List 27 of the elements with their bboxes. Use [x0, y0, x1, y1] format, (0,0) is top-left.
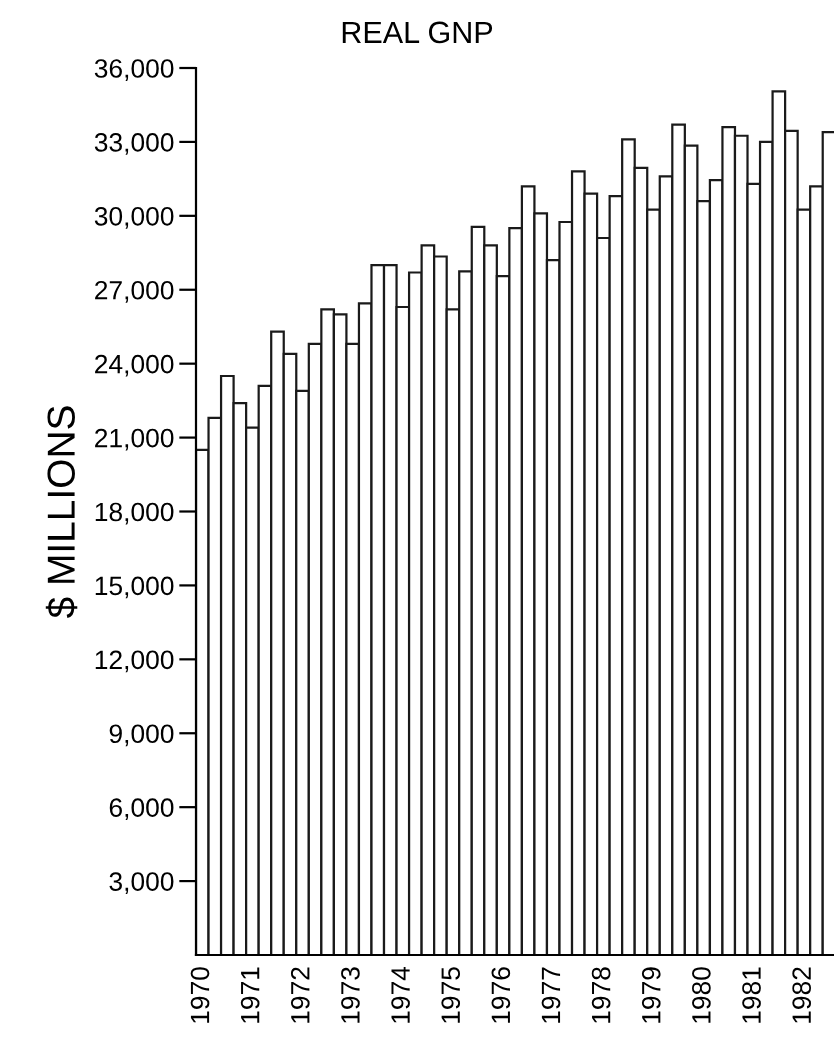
y-tick-label: 18,000 — [95, 502, 174, 525]
x-tick-label: 1977 — [541, 967, 561, 1023]
y-axis-title: $ MILLIONS — [45, 406, 78, 619]
y-tick-label: 3,000 — [109, 872, 174, 895]
x-tick-label: 1982 — [792, 967, 811, 1023]
y-tick-label: 12,000 — [95, 650, 174, 673]
y-tick-label: 15,000 — [95, 576, 174, 599]
x-tick-label: 1979 — [641, 967, 661, 1023]
y-tick-label: 36,000 — [94, 59, 174, 81]
y-tick-label: 24,000 — [95, 354, 174, 377]
x-tick-label: 1970 — [190, 967, 210, 1023]
x-tick-label: 1975 — [441, 967, 461, 1023]
x-tick-label: 1973 — [341, 967, 360, 1023]
x-tick-label: 1978 — [591, 967, 611, 1023]
y-tick-label: 21,000 — [95, 428, 174, 451]
y-tick-label: 9,000 — [109, 724, 174, 747]
chart-title: REAL GNP — [342, 21, 493, 44]
x-tick-label: 1971 — [240, 967, 260, 1023]
y-tick-label: 33,000 — [94, 133, 174, 155]
y-tick-label: 6,000 — [109, 798, 174, 821]
x-tick-label: 1974 — [391, 966, 410, 1023]
x-tick-label: 1976 — [491, 967, 511, 1023]
x-tick-label: 1980 — [692, 967, 711, 1023]
x-tick-label: 1981 — [742, 967, 761, 1023]
y-tick-label: 27,000 — [95, 280, 174, 303]
x-tick-label: 1972 — [290, 967, 310, 1023]
y-tick-label: 30,000 — [94, 206, 174, 229]
